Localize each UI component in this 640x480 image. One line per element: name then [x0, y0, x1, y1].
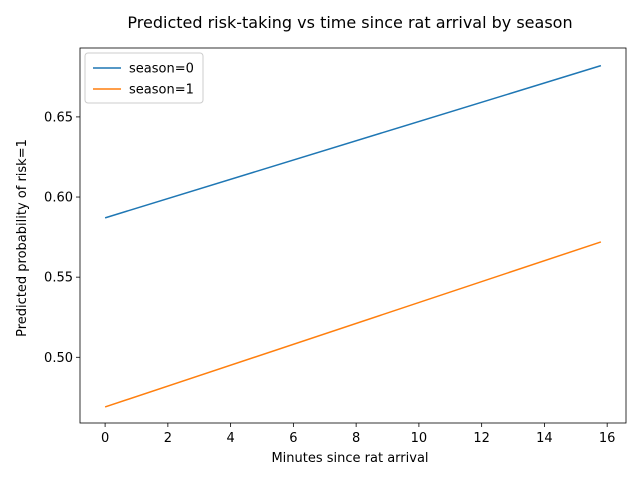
- plot-frame: [79, 47, 627, 424]
- x-axis-label: Minutes since rat arrival: [271, 451, 428, 466]
- x-tick-label-3: 6: [289, 431, 297, 446]
- x-tick-label-6: 12: [473, 431, 490, 446]
- y-tick-label-1: 0.55: [44, 271, 73, 286]
- plot-area: 0 2 4 6 8 10 12 14 16 0.50 0.55 0.60 0.65: [44, 47, 627, 446]
- chart-title: Predicted risk-taking vs time since rat …: [127, 13, 572, 32]
- legend-label-0: season=0: [129, 62, 194, 77]
- series-line-0: [104, 64, 602, 219]
- legend: season=0 season=1: [84, 52, 204, 104]
- y-axis-label: Predicted probability of risk=1: [15, 139, 30, 337]
- x-tick-label-7: 14: [536, 431, 553, 446]
- y-tick-label-3: 0.65: [44, 110, 73, 125]
- series-line-1: [104, 241, 602, 408]
- x-tick-label-2: 4: [226, 431, 234, 446]
- x-tick-label-0: 0: [101, 431, 109, 446]
- y-tick-label-0: 0.50: [44, 351, 73, 366]
- y-tick-label-2: 0.60: [44, 191, 73, 206]
- x-tick-label-8: 16: [599, 431, 616, 446]
- x-tick-label-5: 10: [411, 431, 428, 446]
- x-tick-label-1: 2: [164, 431, 172, 446]
- legend-box: [84, 52, 204, 104]
- x-tick-label-4: 8: [352, 431, 360, 446]
- legend-label-1: season=1: [129, 83, 194, 98]
